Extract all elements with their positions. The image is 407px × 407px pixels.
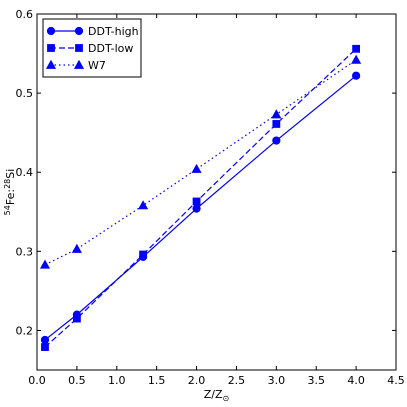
y-tick-label: 0.6 (16, 8, 34, 21)
y-axis-title: 54Fe:28Si (3, 169, 17, 216)
series-line (44, 75, 357, 341)
legend-marker (46, 26, 56, 36)
legend-marker (73, 59, 85, 69)
legend-marker (75, 44, 83, 52)
x-axis-title: Z/Z⊙ (204, 388, 229, 403)
legend-label: DDT-low (88, 42, 133, 55)
data-point (352, 44, 361, 53)
y-tick-label: 0.4 (16, 166, 34, 179)
data-point (192, 197, 201, 206)
data-point (138, 200, 149, 210)
y-tick-label: 0.3 (16, 245, 34, 258)
legend-marker (74, 26, 84, 36)
data-point (41, 343, 49, 351)
series-layer (39, 44, 362, 351)
data-point (272, 120, 281, 128)
data-point (191, 163, 202, 173)
series-square (41, 44, 361, 351)
data-point (351, 54, 362, 64)
x-tick-label: 3.0 (268, 374, 286, 387)
plot-frame (36, 13, 397, 371)
data-point (39, 259, 51, 269)
series-line (44, 48, 357, 348)
x-tick-label: 1.5 (148, 374, 166, 387)
x-tick-label: 0.5 (68, 374, 86, 387)
series-triangle (39, 54, 362, 269)
data-point (272, 136, 281, 145)
x-tick-label: 1.0 (108, 374, 126, 387)
ticks-layer: 0.0 0.5 1.0 1.5 2.0 2.5 3.0 3.5 4.0 4.5 0.2 0.3 0.4 0… (16, 8, 405, 387)
series-line (44, 59, 357, 266)
data-point (139, 250, 148, 259)
x-tick-label: 4.0 (347, 374, 365, 387)
legend-marker (45, 59, 57, 69)
legend-marker (47, 44, 55, 52)
series-circle (40, 71, 361, 345)
x-tick-label: 0.0 (28, 374, 46, 387)
x-tick-label: 2.5 (228, 374, 246, 387)
y-tick-label: 0.5 (16, 87, 34, 100)
data-point (40, 335, 50, 345)
data-point (192, 204, 201, 213)
legend-label: W7 (88, 59, 106, 72)
x-tick-label: 3.5 (307, 374, 325, 387)
data-point (72, 314, 81, 323)
data-point (271, 109, 282, 119)
data-point (352, 71, 361, 80)
data-point (71, 243, 82, 253)
legend: DDT-high DDT-low W7 (42, 18, 142, 78)
legend-label: DDT-high (88, 25, 139, 38)
x-tick-label: 4.5 (387, 374, 405, 387)
y-tick-label: 0.2 (16, 324, 34, 337)
x-tick-label: 2.0 (188, 374, 206, 387)
